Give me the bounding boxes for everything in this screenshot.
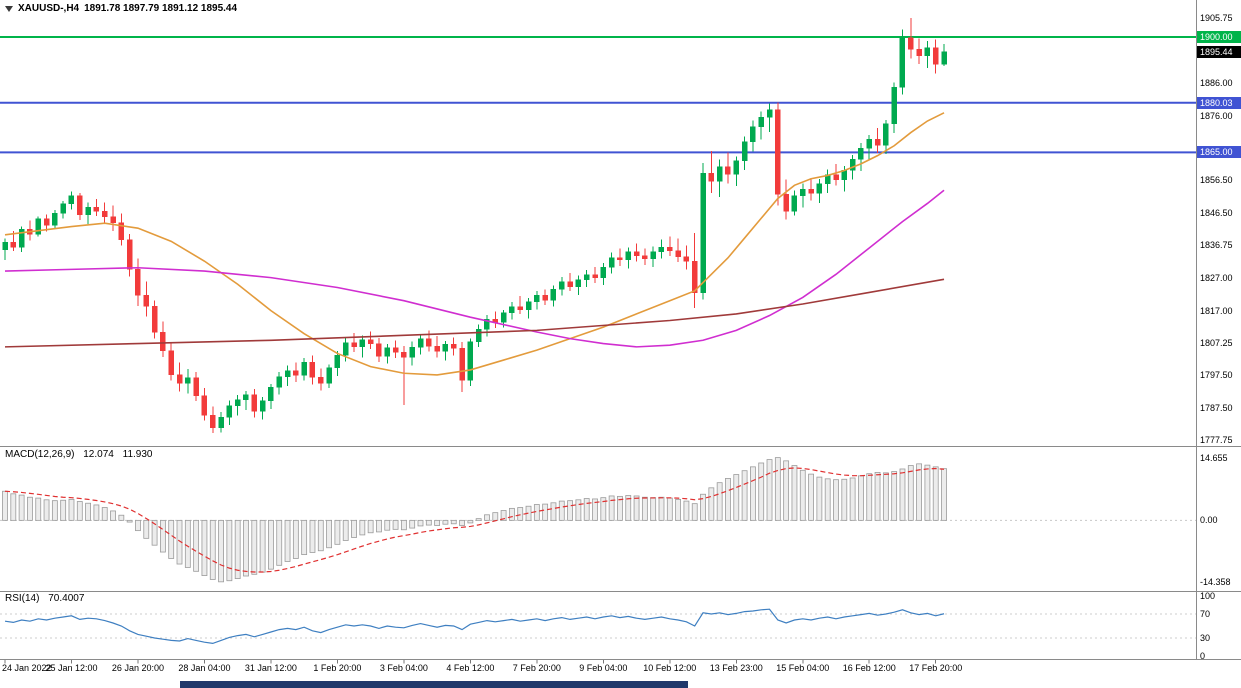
time-tick-label: 9 Feb 04:00 xyxy=(579,663,628,673)
price-tick-label: 1846.50 xyxy=(1200,208,1233,219)
price-tick-label: 1797.50 xyxy=(1200,369,1233,380)
price-tick-label: 1777.75 xyxy=(1200,435,1233,445)
hline-price-label: 1900.00 xyxy=(1197,30,1241,43)
panel-separators xyxy=(0,0,1241,664)
time-tick-label: 1 Feb 20:00 xyxy=(313,663,362,673)
ma-mid-magenta xyxy=(4,189,945,348)
price-tick-label: 1836.75 xyxy=(1200,240,1233,251)
macd-panel-layer xyxy=(0,457,1196,583)
price-tick-label: 1817.00 xyxy=(1200,305,1233,316)
rsi-indicator-label: RSI(14) 70.4007 xyxy=(5,593,90,604)
rsi-panel-layer xyxy=(0,608,1196,645)
price-tick-label: 1886.00 xyxy=(1200,78,1233,89)
rsi-value: 70.4007 xyxy=(48,593,85,604)
ma-slow-darkred xyxy=(4,278,945,348)
price-tick-label: 1856.50 xyxy=(1200,175,1233,186)
time-tick-label: 26 Jan 20:00 xyxy=(111,663,164,673)
macd-name: MACD(12,26,9) xyxy=(5,449,75,460)
price-tick-label: 1787.50 xyxy=(1200,402,1233,413)
rsi-axis-label: 100 xyxy=(1200,591,1216,601)
hline-price-label: 1865.00 xyxy=(1197,146,1241,159)
macd-value-signal: 11.930 xyxy=(122,449,153,460)
time-tick-label: 4 Feb 12:00 xyxy=(446,663,495,673)
time-tick-label: 7 Feb 20:00 xyxy=(512,663,561,673)
macd-signal-line xyxy=(4,467,945,573)
price-tick-label: 1905.75 xyxy=(1200,13,1233,23)
time-tick-label: 13 Feb 23:00 xyxy=(709,663,763,673)
time-tick-label: 16 Feb 12:00 xyxy=(842,663,896,673)
time-tick-label: 25 Jan 12:00 xyxy=(45,663,98,673)
ohlc-readout: 1891.78 1897.79 1891.12 1895.44 xyxy=(84,3,238,14)
chart-title: XAUUSD-,H4 1891.78 1897.79 1891.12 1895.… xyxy=(5,3,237,14)
macd-indicator-label: MACD(12,26,9) 12.074 11.930 xyxy=(5,449,158,460)
rsi-line xyxy=(4,608,945,645)
macd-value-main: 12.074 xyxy=(83,449,114,460)
time-tick-label: 31 Jan 12:00 xyxy=(244,663,297,673)
time-tick-label: 17 Feb 20:00 xyxy=(909,663,963,673)
hline-price-label: 1880.03 xyxy=(1197,96,1241,109)
time-tick-label: 28 Jan 04:00 xyxy=(178,663,231,673)
time-tick-label: 15 Feb 04:00 xyxy=(776,663,830,673)
symbol-timeframe-label: XAUUSD-,H4 xyxy=(18,3,80,14)
macd-axis-label: 0.00 xyxy=(1200,515,1218,526)
bottom-blue-bar xyxy=(180,681,688,688)
price-axis[interactable]: 1905.75 1886.00 1876.00 1856.50 1846.50 1836.… xyxy=(1197,0,1241,661)
rsi-name: RSI(14) xyxy=(5,593,40,604)
rsi-axis-label: 0 xyxy=(1200,651,1206,661)
time-axis[interactable]: 24 Jan 2022 25 Jan 12:00 26 Jan 20:00 28 Ja… xyxy=(0,660,1196,680)
price-tick-label: 1807.25 xyxy=(1200,337,1233,348)
price-tick-label: 1827.00 xyxy=(1200,272,1233,283)
symbol-marker-icon xyxy=(5,5,13,12)
current-price-label: 1895.44 xyxy=(1197,45,1241,58)
moving-averages-layer xyxy=(4,112,945,376)
candles-layer xyxy=(2,18,947,434)
time-tick-label: 24 Jan 2022 xyxy=(2,663,52,673)
horizontal-lines-layer xyxy=(0,35,1196,154)
rsi-axis-label: 70 xyxy=(1200,609,1211,619)
price-tick-label: 1876.00 xyxy=(1200,111,1233,122)
rsi-axis-label: 30 xyxy=(1200,633,1211,643)
macd-axis-label: 14.655 xyxy=(1200,452,1228,463)
ma-fast-orange xyxy=(4,112,945,376)
time-tick-label: 3 Feb 04:00 xyxy=(379,663,428,673)
time-tick-label: 10 Feb 12:00 xyxy=(643,663,697,673)
macd-axis-label: -14.358 xyxy=(1200,576,1231,587)
